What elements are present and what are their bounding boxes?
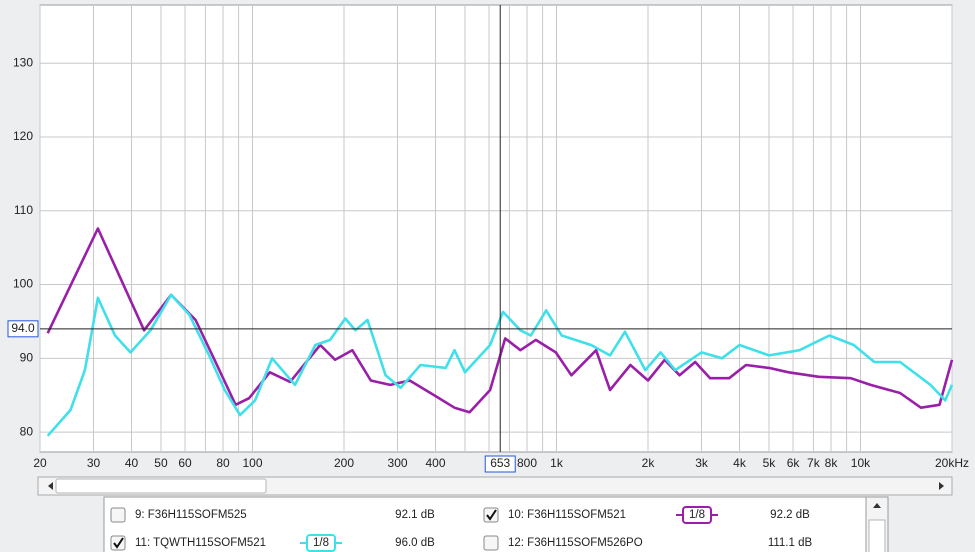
x-tick-label: 10k	[851, 456, 871, 470]
y-tick-label: 110	[14, 203, 33, 217]
measurement-name: 11: TQWTH115SOFM521	[135, 537, 266, 549]
x-tick-label: 50	[154, 456, 168, 470]
measurement-level: 111.1 dB	[768, 537, 813, 549]
x-tick-label: 2k	[642, 456, 656, 470]
y-tick-label: 120	[13, 129, 33, 143]
measurement-level: 92.1 dB	[395, 509, 435, 521]
x-tick-label: 200	[334, 456, 354, 470]
measurement-level: 92.2 dB	[770, 509, 810, 521]
scroll-right[interactable]	[939, 482, 944, 490]
x-tick-label: 20kHz	[935, 456, 969, 470]
check-mark	[113, 537, 124, 549]
x-tick-label: 7k	[807, 456, 821, 470]
y-tick-label: 90	[20, 350, 34, 364]
x-tick-label: 300	[388, 456, 408, 470]
x-tick-label: 30	[87, 456, 101, 470]
x-tick-label: 400	[425, 456, 445, 470]
x-tick-label: 1k	[550, 456, 564, 470]
response-curve	[46, 227, 954, 414]
x-tick-label: 4k	[733, 456, 747, 470]
cursor-box	[484, 455, 516, 473]
plot-layer	[39, 5, 954, 452]
x-tick-label: 8k	[825, 456, 839, 470]
x-tick-label: 3k	[695, 456, 709, 470]
cursor-x-label: 653	[490, 456, 510, 470]
measurement-level: 96.0 dB	[395, 537, 435, 549]
x-tick-label: 6k	[787, 456, 801, 470]
x-tick-label: 100	[242, 456, 262, 470]
check-mark	[486, 509, 497, 521]
y-tick-label: 80	[20, 424, 34, 438]
y-tick-label: 100	[13, 277, 33, 291]
plot-area	[39, 4, 953, 453]
scroll-thumb[interactable]	[55, 478, 267, 494]
smoothing-badge	[682, 506, 712, 524]
smoothing-label: 1/8	[313, 537, 329, 549]
smoothing-badge	[306, 534, 336, 552]
scroll-up[interactable]	[873, 503, 881, 508]
x-tick-label: 80	[216, 456, 230, 470]
x-tick-label: 20	[33, 456, 47, 470]
scroll-left[interactable]	[48, 482, 53, 490]
x-tick-label: 800	[517, 456, 537, 470]
y-tick-label: 130	[13, 55, 33, 69]
smoothing-label: 1/8	[689, 509, 705, 521]
measurement-name: 12: F36H115SOFM526PO	[508, 537, 643, 549]
cursor-y-label: 94.0	[11, 321, 35, 335]
response-curve	[46, 293, 954, 437]
cursor-box	[7, 320, 39, 338]
x-tick-label: 40	[125, 456, 139, 470]
v-scroll-thumb[interactable]	[868, 519, 886, 552]
measurement-name: 10: F36H115SOFM521	[508, 509, 626, 521]
checkbox[interactable]	[110, 507, 126, 523]
x-tick-label: 5k	[763, 456, 777, 470]
measurement-name: 9: F36H115SOFM525	[135, 509, 247, 521]
checkbox[interactable]	[483, 535, 499, 551]
x-tick-label: 60	[178, 456, 192, 470]
